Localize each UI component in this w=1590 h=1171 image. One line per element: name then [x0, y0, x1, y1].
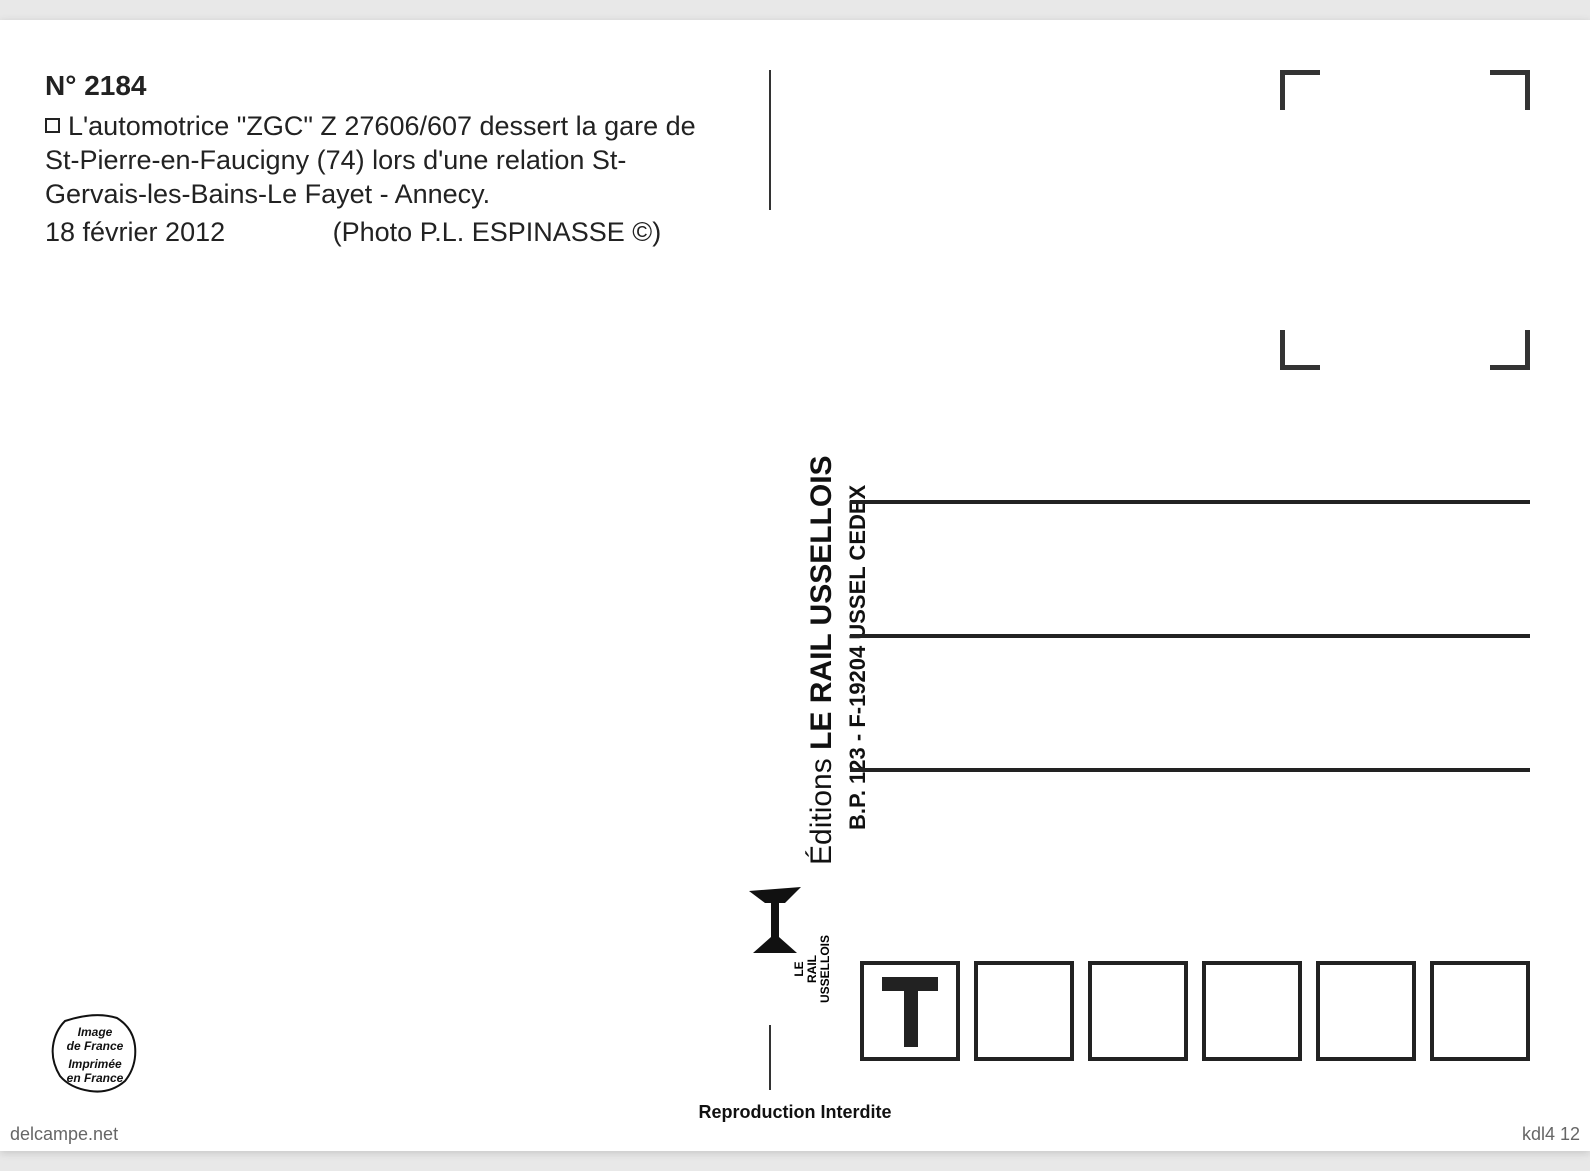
postcard-back: N° 2184 L'automotrice "ZGC" Z 27606/607 … — [0, 20, 1590, 1151]
bullet-icon — [45, 118, 60, 133]
card-number: N° 2184 — [45, 70, 705, 102]
divider-line-top — [769, 70, 771, 210]
card-date: 18 février 2012 — [45, 217, 225, 247]
svg-text:Image: Image — [78, 1025, 113, 1039]
date-credit-line: 18 février 2012 (Photo P.L. ESPINASSE ©) — [45, 217, 705, 248]
publisher-prefix: Éditions — [805, 750, 838, 865]
publisher-logo-text: LERAILUSSELLOIS — [793, 935, 833, 1003]
description-text: L'automotrice "ZGC" Z 27606/607 dessert … — [45, 111, 696, 209]
stamp-corner-icon — [1490, 70, 1530, 110]
address-line — [850, 768, 1530, 772]
postal-box — [1088, 961, 1188, 1061]
svg-text:en France: en France — [67, 1071, 124, 1085]
publisher-name-bold: LE RAIL USSELLOIS — [805, 455, 838, 749]
watermark-domain: delcampe.net — [10, 1124, 118, 1145]
photo-credit: (Photo P.L. ESPINASSE ©) — [333, 217, 662, 247]
publisher-block: Éditions LE RAIL USSELLOIS B.P. 123 - F-… — [745, 225, 795, 1015]
postal-code-boxes — [850, 961, 1530, 1061]
stamp-corner-icon — [1280, 330, 1320, 370]
stamp-corner-icon — [1490, 330, 1530, 370]
address-line — [850, 634, 1530, 638]
publisher-logo: LERAILUSSELLOIS — [725, 885, 825, 1005]
left-panel: N° 2184 L'automotrice "ZGC" Z 27606/607 … — [45, 70, 705, 248]
stamp-corner-icon — [1280, 70, 1320, 110]
postal-box — [1316, 961, 1416, 1061]
postal-box — [1202, 961, 1302, 1061]
reproduction-notice: Reproduction Interdite — [699, 1102, 892, 1123]
publisher-name: Éditions LE RAIL USSELLOIS — [805, 455, 839, 865]
svg-text:de France: de France — [67, 1039, 124, 1053]
postal-box — [974, 961, 1074, 1061]
stamp-placeholder — [1280, 70, 1530, 370]
svg-text:Imprimée: Imprimée — [68, 1057, 122, 1071]
watermark-code: kdl4 12 — [1522, 1124, 1580, 1145]
card-description: L'automotrice "ZGC" Z 27606/607 dessert … — [45, 110, 705, 211]
address-line — [850, 500, 1530, 504]
address-lines — [850, 500, 1530, 902]
made-in-france-icon: Image de France Imprimée en France — [45, 1006, 145, 1101]
postal-box — [1430, 961, 1530, 1061]
postal-box-t-icon — [860, 961, 960, 1061]
center-divider: Éditions LE RAIL USSELLOIS B.P. 123 - F-… — [745, 70, 795, 1090]
divider-line-bottom — [769, 1025, 771, 1090]
